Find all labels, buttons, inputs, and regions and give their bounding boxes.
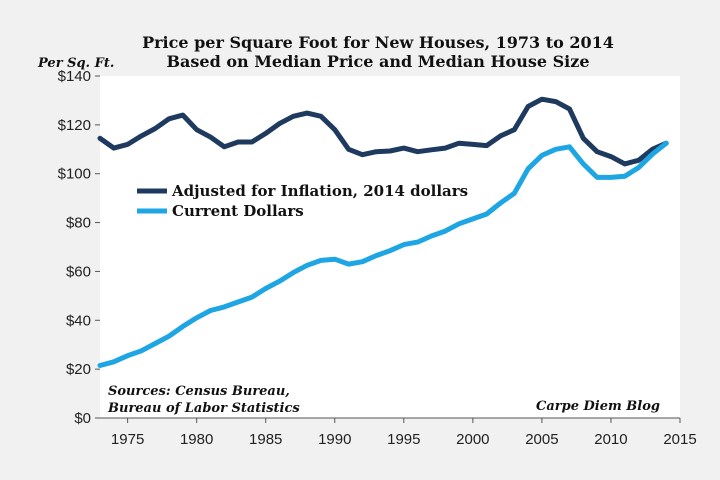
- source-note-line-1: Sources: Census Bureau,: [108, 384, 290, 399]
- x-tick-label: 1995: [387, 431, 420, 448]
- x-tick-label: 2015: [663, 431, 696, 448]
- y-tick-label: $120: [58, 117, 91, 134]
- y-tick-label: $140: [58, 68, 91, 85]
- legend-label-inflation-adjusted: Adjusted for Inflation, 2014 dollars: [171, 182, 468, 200]
- x-tick-label: 1975: [111, 431, 144, 448]
- series-line-inflation-adjusted: [97, 96, 669, 167]
- legend: Adjusted for Inflation, 2014 dollars Cur…: [137, 182, 468, 220]
- y-tick-label: $40: [66, 312, 91, 329]
- y-axis: $0 $20 $40 $60 $80 $100 $120 $140: [58, 68, 100, 427]
- x-tick-label: 2005: [525, 431, 558, 448]
- chart-title: Price per Square Foot for New Houses, 19…: [142, 33, 614, 52]
- plot-area: [100, 76, 680, 418]
- source-note-line-2: Bureau of Labor Statistics: [107, 401, 300, 416]
- chart-subtitle: Based on Median Price and Median House S…: [166, 52, 589, 71]
- x-tick-label: 2000: [456, 431, 489, 448]
- x-tick-label: 2010: [594, 431, 627, 448]
- y-axis-label: Per Sq. Ft.: [37, 56, 114, 71]
- y-tick-label: $100: [58, 166, 91, 183]
- x-axis: 1975 1980 1985 1990 1995 2000 2005 2010 2015: [100, 417, 697, 448]
- x-tick-label: 1985: [249, 431, 282, 448]
- credit-note: Carpe Diem Blog: [536, 399, 660, 414]
- series-lines: [97, 96, 669, 368]
- y-tick-label: $60: [66, 263, 91, 280]
- x-tick-label: 1980: [180, 431, 213, 448]
- y-tick-label: $0: [74, 410, 91, 427]
- y-tick-label: $20: [66, 361, 91, 378]
- x-tick-label: 1990: [318, 431, 351, 448]
- y-tick-label: $80: [66, 215, 91, 232]
- series-line-current-dollars: [97, 140, 669, 368]
- legend-label-current-dollars: Current Dollars: [172, 202, 304, 220]
